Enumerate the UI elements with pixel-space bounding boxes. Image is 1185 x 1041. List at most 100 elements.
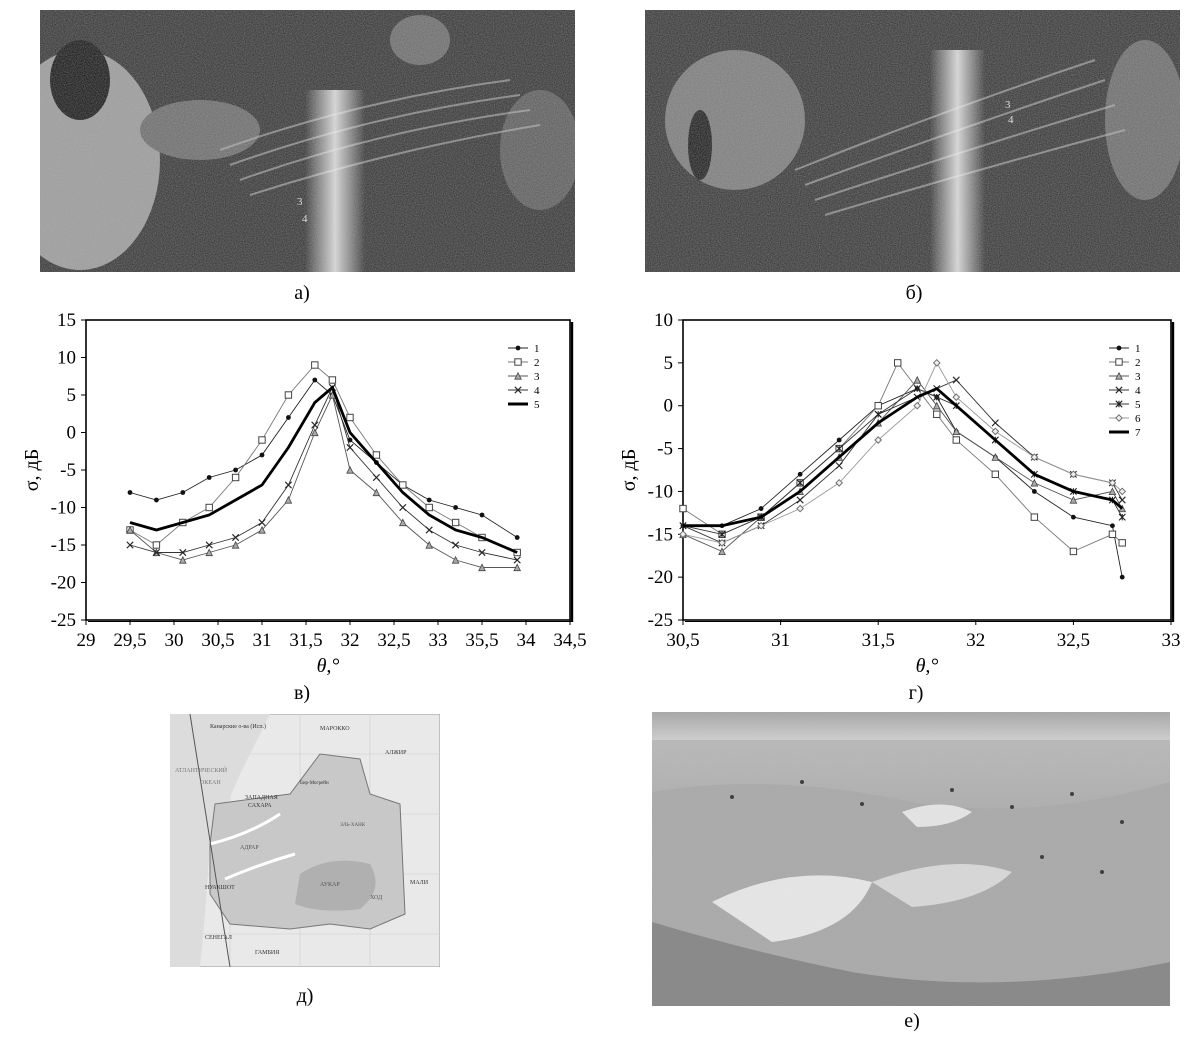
data-point — [398, 518, 407, 527]
x-tick-label: 34,5 — [553, 630, 586, 651]
data-point — [426, 497, 432, 503]
series-line-4 — [129, 386, 518, 561]
sar-image-a: 3 4 — [0, 10, 580, 272]
data-point — [259, 452, 265, 458]
data-point — [284, 481, 292, 489]
x-tick-label: 32,5 — [377, 630, 410, 651]
data-point — [425, 503, 433, 512]
data-point — [758, 506, 764, 511]
data-point — [231, 473, 240, 482]
data-point — [258, 525, 266, 534]
y-tick-label: -25 — [648, 610, 673, 631]
data-point — [874, 402, 882, 410]
data-point — [513, 556, 521, 564]
data-point — [1071, 514, 1076, 520]
data-point — [835, 444, 843, 453]
data-point — [478, 563, 486, 572]
legend-marker — [1115, 414, 1123, 422]
data-point — [126, 525, 134, 534]
data-point — [328, 376, 337, 384]
series-line-6 — [682, 361, 1123, 544]
data-point — [312, 377, 318, 383]
sar-image-a-svg: 3 4 — [0, 10, 580, 272]
data-point — [874, 436, 883, 444]
data-point — [347, 437, 353, 443]
data-point — [372, 451, 381, 459]
caption-b: б) — [905, 282, 923, 304]
y-tick-label: -10 — [51, 498, 76, 519]
data-point — [991, 453, 1000, 461]
y-tick-label: -5 — [60, 460, 76, 481]
data-point — [718, 547, 726, 556]
sar-image-b-svg: 3 4 — [645, 10, 1185, 272]
data-point — [346, 465, 354, 474]
data-point — [233, 467, 239, 473]
map-label-west-2: САХАРА — [248, 803, 272, 809]
map-label-elhank: ЭЛЬ-ХАНК — [340, 823, 366, 828]
x-tick-label: 30,5 — [666, 630, 699, 651]
y-tick-label: 0 — [664, 396, 674, 417]
caption-v: в) — [293, 682, 311, 704]
data-point — [346, 443, 354, 452]
data-point — [1069, 495, 1078, 504]
x-tick-label: 32 — [341, 630, 360, 651]
series-line-7 — [683, 386, 1124, 528]
map-label-gambia: ГАМБИЯ — [255, 950, 279, 956]
data-point — [258, 518, 266, 527]
data-point — [286, 415, 291, 420]
data-point — [425, 540, 434, 549]
legend-label: 6 — [1135, 413, 1141, 425]
legend-marker — [514, 358, 522, 366]
map-label-west-1: ЗАПАДНАЯ — [245, 795, 278, 801]
legend-label: 4 — [534, 385, 540, 397]
data-point — [1118, 539, 1126, 547]
data-point — [952, 376, 960, 384]
caption-d: д) — [296, 985, 314, 1007]
data-point — [796, 504, 804, 513]
legend-label: 7 — [1135, 427, 1141, 439]
x-tick-label: 30 — [165, 630, 184, 651]
data-point — [399, 503, 407, 512]
map-label-hod: ХОД — [370, 895, 382, 901]
data-point — [718, 539, 726, 547]
data-point — [894, 359, 902, 367]
data-point — [796, 479, 804, 487]
y-tick-label: 5 — [664, 353, 674, 374]
caption-e: е) — [904, 1010, 920, 1032]
data-point — [453, 505, 458, 510]
y-tick-label: -15 — [51, 535, 76, 556]
x-tick-label: 35,5 — [465, 630, 498, 651]
y-tick-label: -15 — [648, 524, 673, 545]
series-5 — [129, 385, 518, 554]
y-tick-label: -5 — [657, 439, 673, 460]
data-point — [451, 518, 460, 527]
x-tick-label: 31,5 — [289, 630, 322, 651]
data-point — [479, 512, 485, 518]
plot-area — [85, 319, 571, 621]
map-label-canary: Канарские о-ва (Исп.) — [210, 723, 266, 730]
x-tick-label: 31 — [771, 630, 790, 651]
map-label-algeria: АЛЖИР — [385, 750, 407, 756]
x-tick-label: 29,5 — [113, 630, 146, 651]
x-tick-label: 29 — [77, 630, 96, 651]
data-point — [1069, 547, 1078, 556]
legend-marker — [514, 371, 522, 380]
data-point — [991, 427, 1000, 436]
legend-marker — [1115, 358, 1123, 366]
data-point — [835, 462, 843, 470]
map-svg: Канарские о-ва (Исп.) МАРОККО АЛЖИР АТЛА… — [169, 713, 441, 968]
legend-label: 3 — [534, 371, 540, 383]
series-6 — [679, 359, 1127, 547]
map-panel: Канарские о-ва (Исп.) МАРОККО АЛЖИР АТЛА… — [169, 713, 441, 968]
sar-b-label-4: 4 — [1008, 114, 1014, 126]
series-line-5 — [129, 385, 518, 554]
legend-label: 4 — [1135, 385, 1141, 397]
data-point — [1030, 453, 1039, 461]
x-tick-label: 32,5 — [1057, 630, 1090, 651]
y-tick-label: 10 — [57, 348, 76, 369]
data-point — [372, 473, 380, 482]
data-point — [205, 548, 214, 557]
sar-a-label-4: 4 — [302, 213, 308, 225]
plot-area — [682, 319, 1172, 621]
data-point — [231, 540, 240, 549]
